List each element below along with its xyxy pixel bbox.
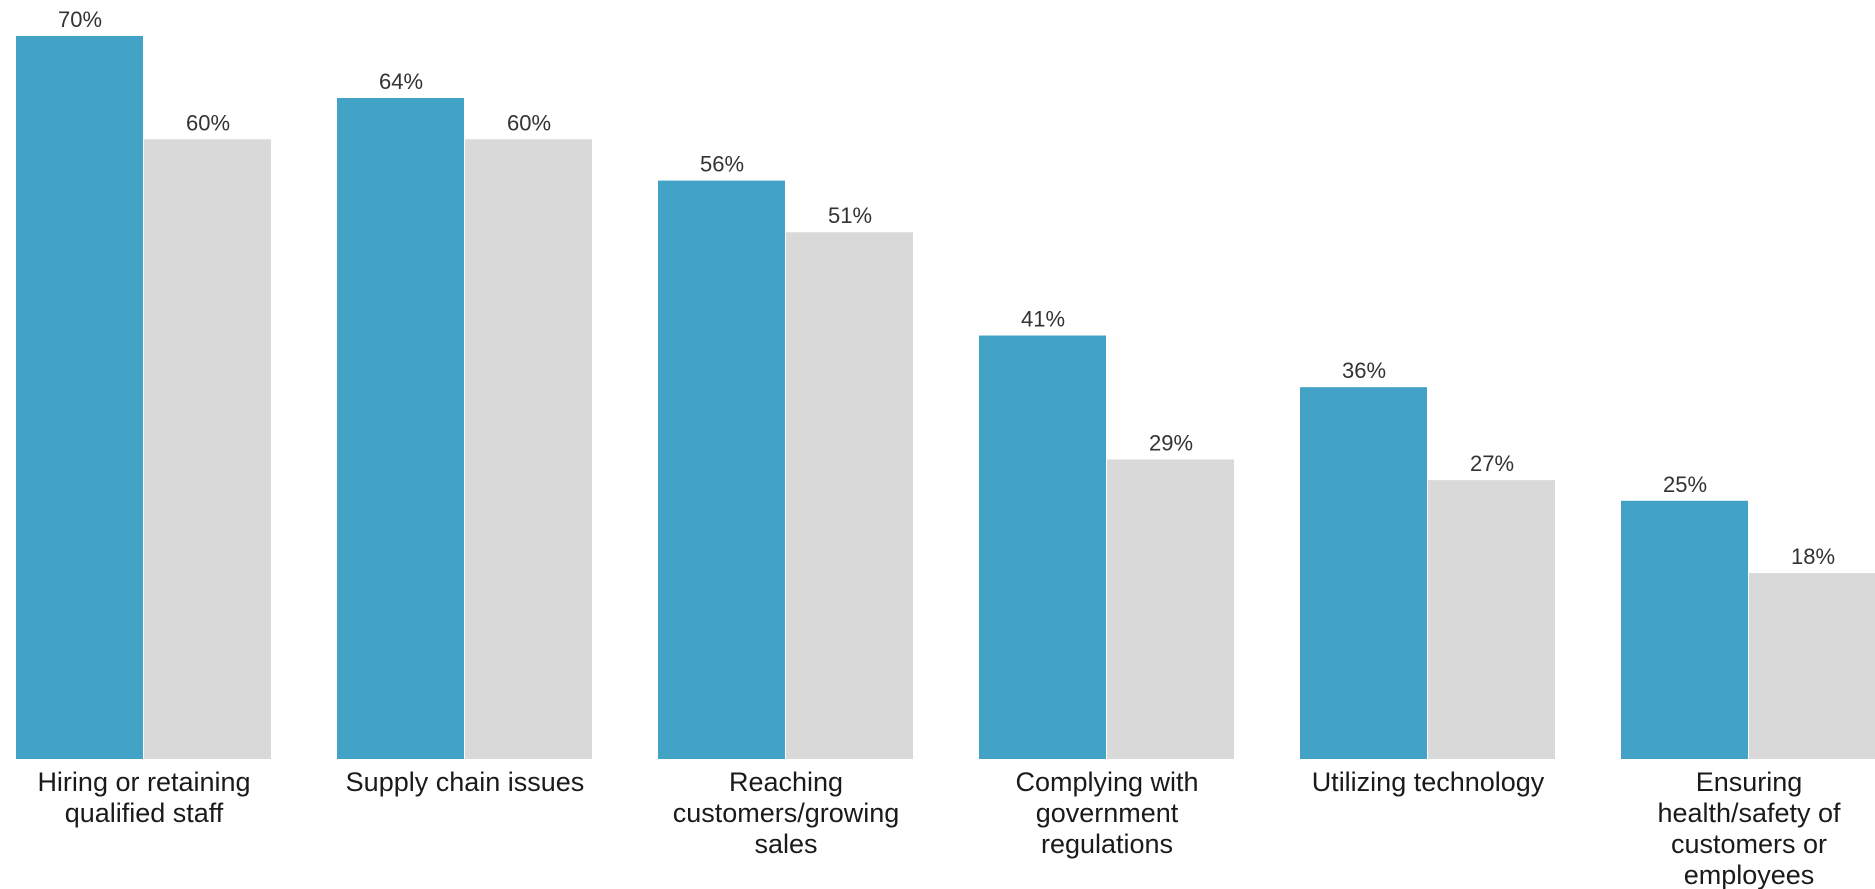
bar-s1-c0 [144, 139, 271, 760]
data-label-s1-c4: 27% [1470, 451, 1514, 476]
data-label-s1-c1: 60% [507, 110, 551, 135]
category-label-line: customers or [1671, 829, 1827, 859]
category-label-line: health/safety of [1657, 798, 1841, 828]
bars-group [16, 36, 1875, 760]
data-label-s1-c2: 51% [828, 203, 872, 228]
bar-s0-c1 [337, 97, 464, 759]
category-label-line: Utilizing technology [1312, 767, 1545, 797]
bar-s0-c0 [16, 36, 143, 759]
data-label-s0-c5: 25% [1663, 472, 1707, 497]
category-label-3: Complying with government regulations [1015, 767, 1198, 859]
category-labels-group: Hiring or retaining qualified staff Supply… [37, 767, 1841, 889]
category-label-line: Ensuring [1696, 767, 1803, 797]
data-label-s0-c2: 56% [700, 152, 744, 177]
data-label-s0-c0: 70% [58, 7, 102, 32]
bar-s1-c4 [1428, 480, 1555, 759]
category-label-line: Reaching [729, 767, 843, 797]
bar-s1-c3 [1107, 459, 1234, 759]
bar-s0-c5 [1621, 500, 1748, 759]
data-label-s0-c1: 64% [379, 69, 423, 94]
bar-s0-c3 [979, 335, 1106, 759]
category-label-line: Complying with [1015, 767, 1198, 797]
category-label-line: regulations [1041, 829, 1173, 859]
data-label-s0-c4: 36% [1342, 358, 1386, 383]
data-label-s1-c5: 18% [1791, 544, 1835, 569]
bar-s1-c5 [1749, 573, 1875, 759]
category-label-4: Utilizing technology [1312, 767, 1545, 797]
bar-s1-c1 [465, 139, 592, 760]
bar-s0-c2 [658, 180, 785, 760]
category-label-line: sales [754, 829, 817, 859]
category-label-1: Supply chain issues [346, 767, 585, 797]
category-label-line: government [1036, 798, 1179, 828]
data-label-s0-c3: 41% [1021, 307, 1065, 332]
category-label-line: customers/growing [673, 798, 900, 828]
data-label-s1-c3: 29% [1149, 430, 1193, 455]
bar-s0-c4 [1300, 387, 1427, 759]
category-label-line: qualified staff [65, 798, 224, 828]
category-label-2: Reaching customers/growing sales [673, 767, 900, 859]
category-label-line: Hiring or retaining [37, 767, 250, 797]
category-label-0: Hiring or retaining qualified staff [37, 767, 250, 828]
category-label-line: Supply chain issues [346, 767, 585, 797]
data-label-s1-c0: 60% [186, 110, 230, 135]
category-label-5: Ensuring health/safety of customers or empl… [1657, 767, 1841, 889]
value-labels-group: 70% 60% 64% 60% 56% 51% 41% 29% 36% 27% 25% 18% [58, 7, 1835, 569]
category-label-line: employees [1684, 860, 1815, 889]
bar-s1-c2 [786, 232, 913, 759]
